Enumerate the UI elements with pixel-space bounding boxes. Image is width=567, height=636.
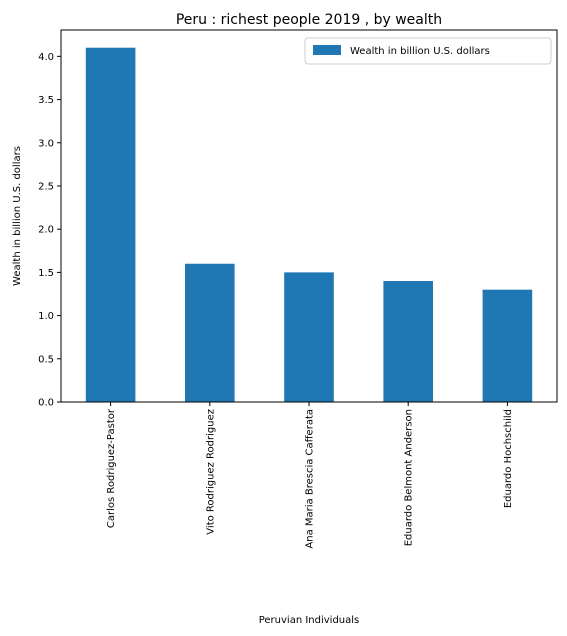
chart-title: Peru : richest people 2019 , by wealth: [176, 12, 442, 28]
bar-3: [383, 281, 433, 402]
x-tick-label: Carlos Rodriguez-Pastor: [106, 408, 117, 528]
bar-2: [284, 272, 334, 402]
y-axis-label: Wealth in billion U.S. dollars: [12, 146, 23, 286]
legend-swatch: [313, 45, 341, 55]
y-tick-label: 0.5: [38, 354, 54, 365]
legend-label: Wealth in billion U.S. dollars: [350, 46, 490, 57]
y-tick-label: 1.5: [38, 268, 54, 279]
y-tick-label: 1.0: [38, 311, 54, 322]
y-axis: 0.0 0.5 1.0 1.5 2.0 2.5 3.0 3.5 4.0: [38, 52, 61, 409]
x-tick-label: Eduardo Hochschild: [503, 409, 514, 508]
y-tick-label: 2.5: [38, 181, 54, 192]
x-axis-label: Peruvian Individuals: [259, 615, 360, 626]
bars-group: [85, 47, 533, 402]
x-axis: Carlos Rodriguez-Pastor Vito Rodriguez Ro…: [106, 402, 514, 549]
y-tick-label: 3.5: [38, 95, 54, 106]
x-tick-label: Eduardo Belmont Anderson: [404, 409, 415, 546]
bar-0: [85, 47, 136, 402]
bar-1: [185, 263, 235, 402]
y-tick-label: 0.0: [38, 398, 54, 409]
y-tick-label: 2.0: [38, 225, 54, 236]
y-tick-label: 4.0: [38, 52, 54, 63]
y-tick-label: 3.0: [38, 138, 54, 149]
plot-frame: [60, 29, 558, 403]
legend-box: [304, 37, 552, 65]
bar-4: [482, 289, 533, 402]
legend: Wealth in billion U.S. dollars: [304, 37, 552, 65]
x-tick-label: Vito Rodriguez Rodriguez: [205, 409, 216, 535]
x-tick-label: Ana Maria Brescia Cafferata: [305, 409, 316, 549]
